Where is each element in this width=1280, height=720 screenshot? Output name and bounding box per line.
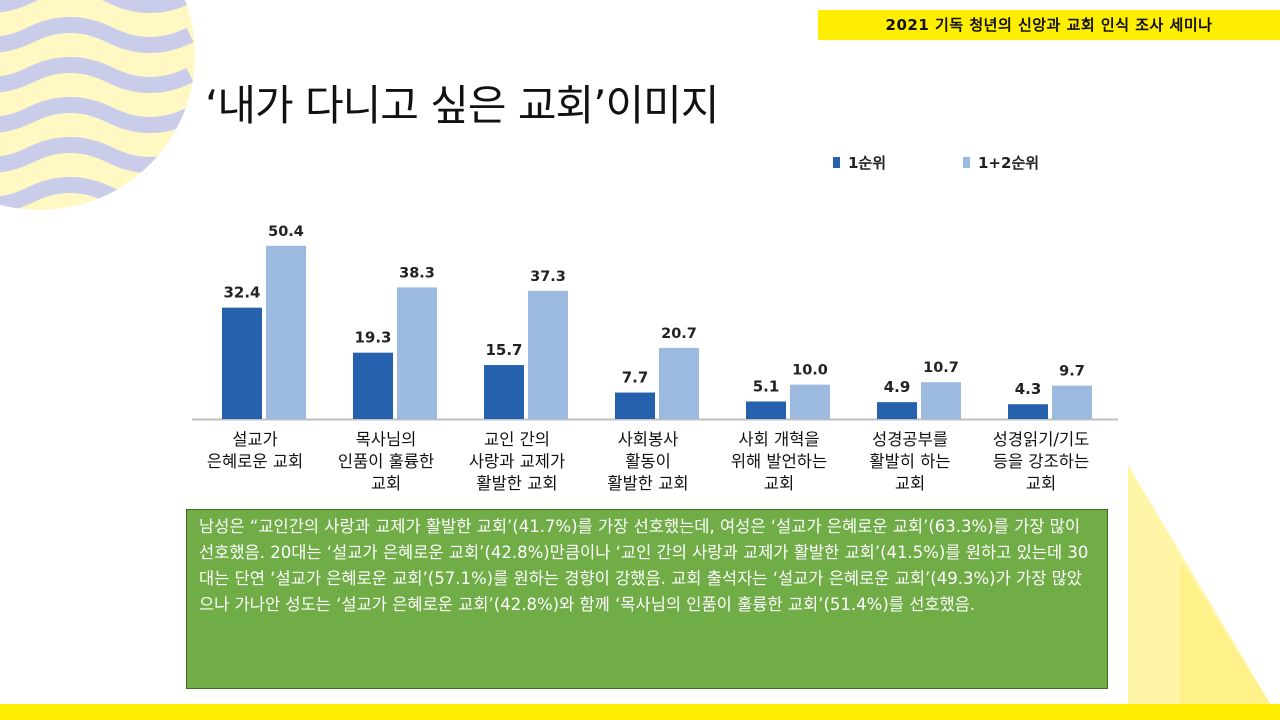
category-label-3-line-3: 활발한 교회: [476, 474, 557, 493]
category-label-5-line-2: 위해 발언하는: [731, 452, 827, 471]
category-label-5-line-3: 교회: [764, 474, 794, 493]
bar-rank12-3: [528, 290, 568, 419]
data-label-rank12-5: 10.0: [792, 363, 828, 379]
bar-rank12-4: [659, 347, 699, 419]
legend-label-1: 1순위: [848, 154, 886, 172]
corner-triangle: [1128, 465, 1280, 720]
category-label-3-line-2: 사랑과 교제가: [469, 452, 565, 471]
data-label-rank12-1: 50.4: [268, 224, 304, 240]
data-label-rank12-7: 9.7: [1059, 364, 1085, 380]
category-label-7-line-3: 교회: [1026, 474, 1056, 493]
bar-rank1-4: [615, 392, 655, 419]
bar-rank12-2: [397, 287, 437, 419]
category-label-1-line-2: 은혜로운 교회: [207, 452, 303, 471]
bar-rank12-1: [266, 245, 306, 419]
legend-label-2: 1+2순위: [978, 154, 1039, 172]
data-label-rank1-7: 4.3: [1015, 380, 1042, 398]
summary-note: 남성은 “교인간의 사랑과 교제가 활발한 교회’(41.7%)를 가장 선호했…: [186, 509, 1108, 689]
data-label-rank1-4: 7.7: [622, 369, 649, 387]
category-label-4-line-1: 사회봉사: [618, 430, 679, 449]
bar-rank12-7: [1052, 385, 1092, 419]
category-label-4-line-3: 활발한 교회: [607, 474, 688, 493]
bar-rank12-6: [921, 382, 961, 419]
bar-rank1-5: [746, 401, 786, 419]
bar-rank1-2: [353, 352, 393, 419]
category-label-7-line-1: 성경읽기/기도: [993, 430, 1090, 449]
data-label-rank1-3: 15.7: [485, 341, 522, 359]
seminar-banner: 2021 기독 청년의 신앙과 교회 인식 조사 세미나: [818, 10, 1280, 40]
category-label-4-line-2: 활동이: [625, 452, 671, 471]
data-label-rank1-5: 5.1: [753, 377, 780, 395]
category-label-2-line-2: 인품이 훌륭한: [338, 452, 434, 471]
data-label-rank12-6: 10.7: [923, 360, 959, 376]
category-label-7-line-2: 등을 강조하는: [993, 452, 1089, 471]
category-label-1-line-1: 설교가: [232, 430, 278, 449]
category-label-6-line-1: 성경공부를: [872, 430, 948, 449]
page-title: ‘내가 다니고 싶은 교회’이미지: [205, 81, 719, 130]
category-label-6-line-3: 교회: [895, 474, 925, 493]
category-label-2-line-3: 교회: [371, 474, 401, 493]
bar-rank12-5: [790, 384, 830, 419]
category-label-5-line-1: 사회 개혁을: [738, 430, 819, 449]
data-label-rank1-1: 32.4: [223, 284, 260, 302]
category-label-3-line-1: 교인 간의: [484, 430, 550, 449]
data-label-rank12-4: 20.7: [661, 326, 697, 342]
data-label-rank12-2: 38.3: [399, 265, 435, 281]
legend-swatch-2: [963, 157, 970, 168]
bar-rank1-1: [222, 307, 262, 419]
legend-swatch-1: [833, 157, 840, 168]
bar-rank1-6: [877, 402, 917, 419]
data-label-rank12-3: 37.3: [530, 269, 566, 285]
category-label-6-line-2: 활발히 하는: [869, 452, 950, 471]
category-label-2-line-1: 목사님의: [356, 430, 417, 449]
bottom-stripe: [0, 704, 1280, 720]
bar-rank1-7: [1008, 404, 1048, 419]
bar-rank1-3: [484, 365, 524, 419]
data-label-rank1-2: 19.3: [354, 329, 391, 347]
data-label-rank1-6: 4.9: [884, 378, 911, 396]
